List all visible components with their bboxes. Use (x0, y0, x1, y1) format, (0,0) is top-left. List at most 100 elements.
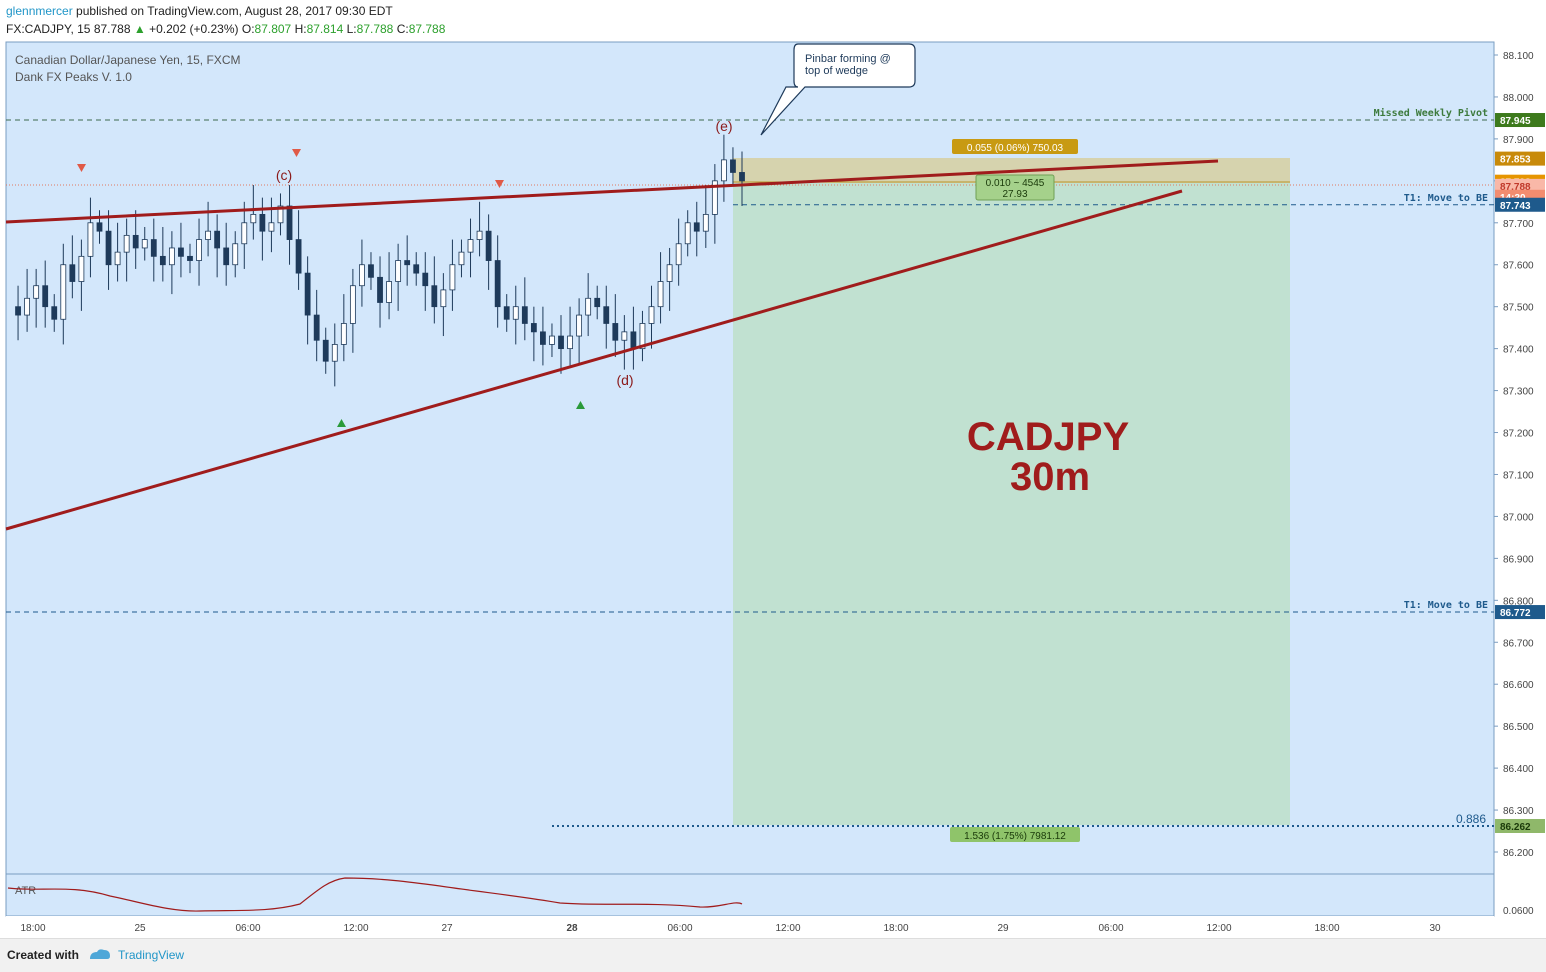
candle-body[interactable] (440, 289, 447, 308)
y-tick-label: 87.300 (1503, 387, 1534, 398)
candle-body[interactable] (585, 297, 592, 316)
candle-body[interactable] (214, 230, 221, 249)
candle-body[interactable] (603, 306, 610, 324)
candle-body[interactable] (458, 251, 465, 266)
candle-body[interactable] (721, 159, 727, 182)
candle-body[interactable] (78, 255, 85, 282)
candle-body[interactable] (250, 213, 257, 224)
candle-body[interactable] (259, 213, 266, 232)
candle-body[interactable] (431, 285, 438, 308)
candle-body[interactable] (223, 247, 230, 266)
candle-body[interactable] (377, 276, 383, 303)
candle-body[interactable] (558, 335, 564, 350)
fib-label: 0.886 (1456, 812, 1486, 826)
candle-body[interactable] (150, 239, 157, 257)
candle-body[interactable] (313, 314, 320, 341)
author-link[interactable]: glennmercer (6, 4, 73, 18)
candle-body[interactable] (666, 264, 673, 282)
candle-body[interactable] (567, 335, 573, 350)
entry-box-line-2: 27.93 (1002, 189, 1027, 200)
peak-down-marker (495, 180, 504, 188)
candle-body[interactable] (232, 243, 239, 266)
candle-body[interactable] (359, 264, 365, 287)
candle-body[interactable] (422, 272, 429, 287)
candle-body[interactable] (33, 285, 40, 299)
y-tick-label: 86.500 (1503, 722, 1534, 733)
low-label: L: (346, 22, 357, 36)
candle-body[interactable] (639, 323, 646, 350)
candle-body[interactable] (24, 297, 30, 316)
peak-down-marker (77, 164, 86, 172)
candle-body[interactable] (96, 222, 103, 232)
candle-body[interactable] (15, 306, 21, 316)
candle-body[interactable] (368, 264, 374, 278)
candle-body[interactable] (494, 260, 501, 308)
y-tick-label: 86.200 (1503, 848, 1534, 859)
candle-body[interactable] (675, 243, 682, 266)
callout-bubble[interactable] (760, 43, 916, 136)
candle-body[interactable] (449, 264, 456, 291)
candle-body[interactable] (512, 306, 519, 320)
candle-body[interactable] (60, 264, 67, 320)
candle-body[interactable] (684, 222, 691, 245)
candle-body[interactable] (268, 222, 275, 232)
candle-body[interactable] (187, 255, 193, 261)
candle-body[interactable] (141, 239, 148, 249)
candle-body[interactable] (648, 306, 655, 324)
candle-body[interactable] (322, 339, 329, 362)
candle-body[interactable] (549, 335, 555, 345)
candle-body[interactable] (612, 323, 619, 341)
candle-body[interactable] (304, 272, 311, 316)
reward-zone[interactable] (733, 183, 1290, 825)
candle-body[interactable] (69, 264, 76, 282)
atr-pane[interactable] (5, 873, 1495, 917)
candle-body[interactable] (530, 323, 537, 333)
candle-body[interactable] (413, 264, 420, 274)
candle-body[interactable] (331, 344, 338, 362)
symbol-quote: FX:CADJPY, 15 87.788 ▲ +0.202 (+0.23%) O… (6, 21, 445, 37)
wedge-upper-line[interactable] (5, 159, 1219, 224)
candle-body[interactable] (485, 230, 492, 261)
time-axis[interactable] (6, 916, 1494, 938)
price-chart[interactable]: 88.10088.00087.90087.80087.70087.60087.5… (0, 0, 1546, 938)
candle-body[interactable] (711, 180, 718, 215)
wedge-lower-line[interactable] (5, 189, 1183, 531)
candle-body[interactable] (87, 222, 94, 257)
candle-body[interactable] (132, 234, 139, 249)
candle-body[interactable] (241, 222, 248, 245)
candle-body[interactable] (503, 306, 510, 320)
candle-body[interactable] (594, 297, 601, 308)
candle-body[interactable] (476, 230, 483, 240)
y-tick-label: 87.600 (1503, 261, 1534, 272)
candle-body[interactable] (277, 205, 284, 224)
candle-body[interactable] (196, 239, 202, 261)
candle-body[interactable] (286, 205, 293, 240)
candle-body[interactable] (386, 281, 392, 303)
candle-body[interactable] (205, 230, 211, 240)
candle-body[interactable] (404, 260, 411, 266)
candle-body[interactable] (576, 314, 583, 337)
candle-body[interactable] (621, 331, 628, 341)
candle-body[interactable] (395, 260, 402, 282)
candle-body[interactable] (657, 281, 664, 308)
candle-body[interactable] (702, 213, 709, 232)
candle-body[interactable] (105, 230, 112, 266)
candle-body[interactable] (349, 285, 356, 324)
candle-body[interactable] (123, 234, 130, 253)
tradingview-link[interactable]: TradingView (118, 948, 185, 962)
candle-body[interactable] (730, 159, 736, 173)
candle-body[interactable] (168, 247, 175, 266)
candle-body[interactable] (630, 331, 637, 350)
candle-body[interactable] (114, 251, 121, 266)
candle-body[interactable] (467, 239, 474, 253)
candle-body[interactable] (178, 247, 184, 257)
candle-body[interactable] (51, 306, 58, 320)
candle-body[interactable] (159, 255, 166, 266)
candle-body[interactable] (340, 323, 347, 345)
candle-body[interactable] (540, 331, 546, 345)
candle-body[interactable] (521, 306, 528, 324)
candle-body[interactable] (693, 222, 700, 232)
candle-body[interactable] (295, 239, 302, 274)
candle-body[interactable] (42, 285, 49, 308)
candle-body[interactable] (739, 172, 745, 182)
